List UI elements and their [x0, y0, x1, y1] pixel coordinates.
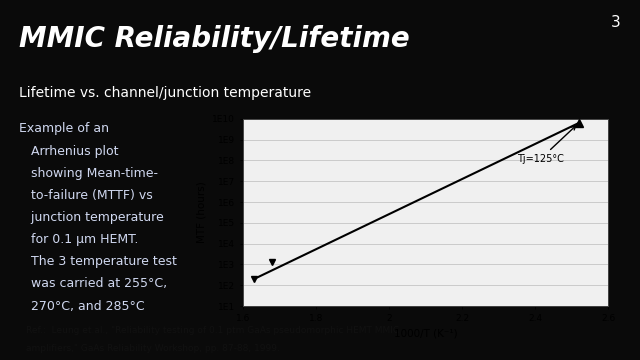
Text: to-failure (MTTF) vs: to-failure (MTTF) vs [19, 189, 153, 202]
Text: amplifiers," GaAs Reliability Workshop, pp. 87-88, 1999.: amplifiers," GaAs Reliability Workshop, … [26, 343, 280, 353]
Text: MMIC Reliability/Lifetime: MMIC Reliability/Lifetime [19, 25, 410, 53]
Text: Lifetime vs. channel/junction temperature: Lifetime vs. channel/junction temperatur… [19, 86, 311, 100]
Text: Tj=125°C: Tj=125°C [517, 126, 575, 164]
Text: 3: 3 [611, 15, 621, 31]
Y-axis label: MTF (hours): MTF (hours) [196, 181, 207, 243]
X-axis label: 1000/T (K⁻¹): 1000/T (K⁻¹) [394, 329, 458, 339]
Text: for 0.1 μm HEMT.: for 0.1 μm HEMT. [19, 233, 139, 246]
Text: was carried at 255°C,: was carried at 255°C, [19, 278, 167, 291]
Text: Example of an: Example of an [19, 122, 109, 135]
Text: Arrhenius plot: Arrhenius plot [19, 144, 118, 158]
Text: junction temperature: junction temperature [19, 211, 164, 224]
Text: showing Mean-time-: showing Mean-time- [19, 167, 158, 180]
Text: Ref.:  Leung et.al., "Reliability testing of 0.1 ptm GaAs pseudomorphic HEMT MMI: Ref.: Leung et.al., "Reliability testing… [26, 326, 399, 335]
Text: 270°C, and 285°C: 270°C, and 285°C [19, 300, 145, 312]
Text: The 3 temperature test: The 3 temperature test [19, 255, 177, 268]
